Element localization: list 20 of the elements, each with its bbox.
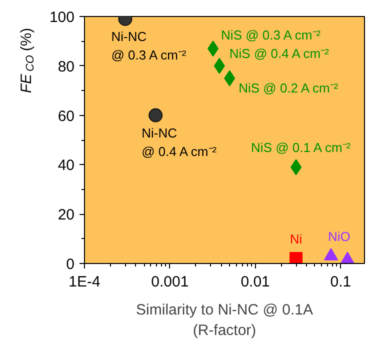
- series-label: NiO: [328, 229, 350, 244]
- y-tick-label: 0: [66, 256, 74, 273]
- y-tick-label: 40: [58, 157, 75, 174]
- annotation: NiS @ 0.2 A cm⁻²: [238, 80, 339, 96]
- annotation: NiS @ 0.1 A cm⁻²: [251, 140, 352, 156]
- y-tick-label: 60: [58, 108, 75, 125]
- y-tick-label: 80: [58, 58, 75, 76]
- y-axis-title: FECO (%): [18, 28, 36, 94]
- x-tick-label: 0.001: [151, 274, 189, 290]
- x-tick-label: 0.1: [330, 274, 352, 290]
- x-axis-title: Similarity to Ni-NC @ 0.1A (R-factor): [136, 302, 313, 339]
- annotation: NiS @ 0.3 A cm⁻²: [221, 28, 322, 43]
- x-tick-label: 1E-4: [68, 274, 100, 290]
- y-tick-label: 100: [49, 9, 75, 26]
- y-tick-label: 20: [58, 206, 75, 224]
- x-tick-label: 0.01: [240, 274, 270, 290]
- annotation: Ni-NC @ 0.3 A cm⁻²: [111, 28, 187, 63]
- series-label: Ni: [290, 232, 302, 247]
- annotation: NiS @ 0.4 A cm⁻²: [229, 46, 330, 61]
- annotation: Ni-NC @ 0.4 A cm⁻²: [142, 125, 218, 160]
